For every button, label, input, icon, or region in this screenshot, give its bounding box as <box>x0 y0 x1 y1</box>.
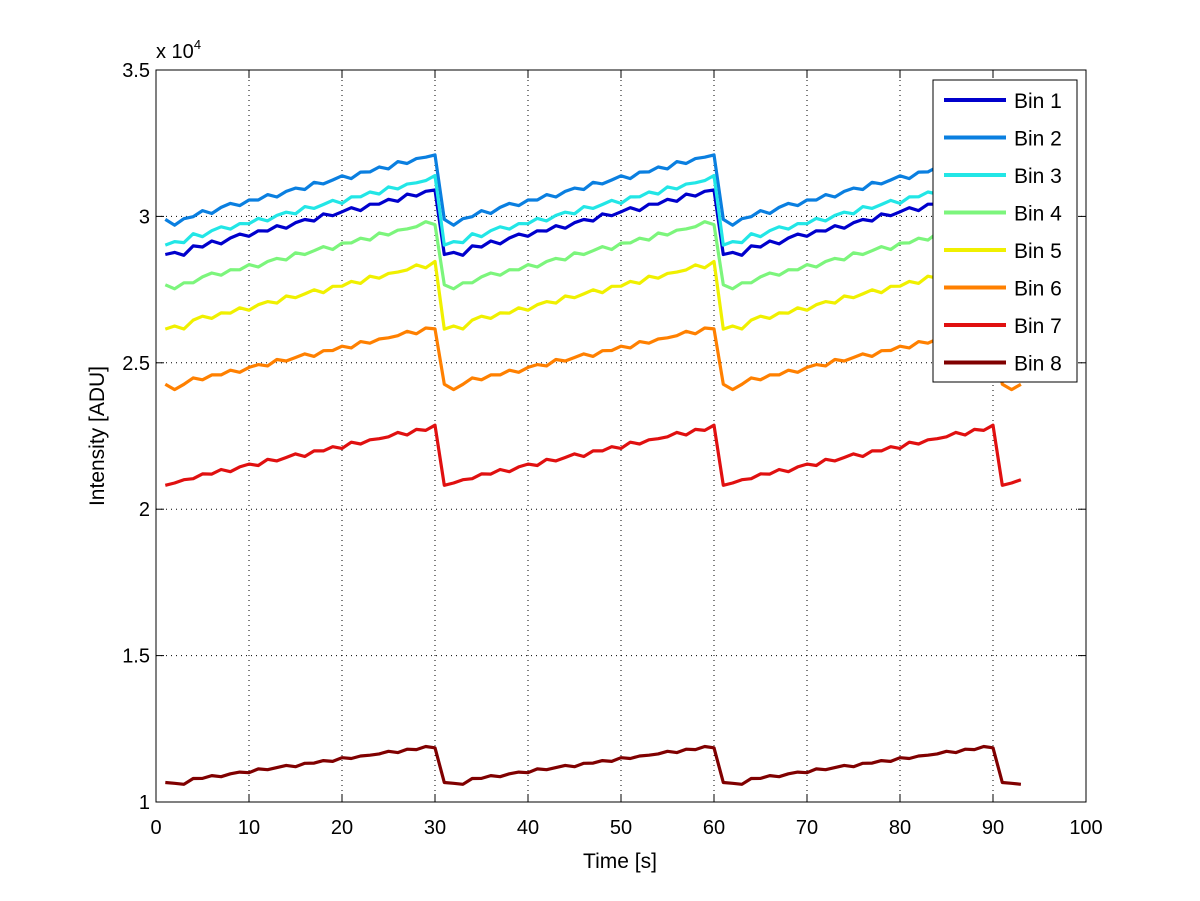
y-tick-label: 3.5 <box>122 60 150 82</box>
legend: Bin 1 Bin 2 Bin 3 Bin 4 Bin 5 Bin 6 Bin 7 Bin 8 <box>932 79 1078 383</box>
legend-label-7: Bin 7 <box>1014 315 1062 338</box>
y-tick-label: 3 <box>139 206 150 228</box>
legend-label-6: Bin 6 <box>1014 278 1062 301</box>
series-line-1 <box>164 188 1022 257</box>
x-tick-label: 90 <box>982 817 1004 839</box>
x-tick-label: 50 <box>610 817 632 839</box>
legend-label-4: Bin 4 <box>1014 203 1062 226</box>
series-line-5 <box>164 259 1022 331</box>
x-tick-label: 30 <box>424 817 446 839</box>
x-tick-label: 10 <box>238 817 260 839</box>
series-line-8 <box>165 744 1022 786</box>
x-tick-label: 100 <box>1069 817 1102 839</box>
y-tick-labels: 1 1.5 2 2.5 3 3.5 <box>122 60 150 814</box>
series-line-2 <box>164 153 1022 227</box>
x-tick-label: 70 <box>796 817 818 839</box>
x-tick-label: 80 <box>889 817 911 839</box>
x-tick-label: 20 <box>331 817 353 839</box>
series-line-7 <box>164 423 1022 487</box>
y-tick-label: 2 <box>139 499 150 521</box>
ticks <box>155 69 1087 803</box>
grid <box>156 70 1086 802</box>
series-group <box>164 153 1022 786</box>
y-exponent-label: x 104 <box>156 37 201 63</box>
series-line-3 <box>164 173 1022 247</box>
series-line-6 <box>164 326 1022 392</box>
legend-label-1: Bin 1 <box>1014 90 1062 113</box>
y-axis-label: Intensity [ADU] <box>86 366 109 506</box>
y-tick-label: 1 <box>139 792 150 814</box>
y-tick-label: 1.5 <box>122 646 150 668</box>
series-line-4 <box>164 220 1022 291</box>
legend-label-5: Bin 5 <box>1014 240 1062 263</box>
x-tick-label: 40 <box>517 817 539 839</box>
y-tick-label: 2.5 <box>122 353 150 375</box>
x-tick-labels: 0 10 20 30 40 50 60 70 80 90 100 <box>150 817 1102 839</box>
legend-label-2: Bin 2 <box>1014 128 1062 151</box>
legend-label-3: Bin 3 <box>1014 165 1062 188</box>
x-tick-label: 0 <box>150 817 161 839</box>
x-tick-label: 60 <box>703 817 725 839</box>
legend-box <box>932 79 1078 383</box>
x-axis-label: Time [s] <box>583 850 657 873</box>
legend-label-8: Bin 8 <box>1014 353 1062 376</box>
